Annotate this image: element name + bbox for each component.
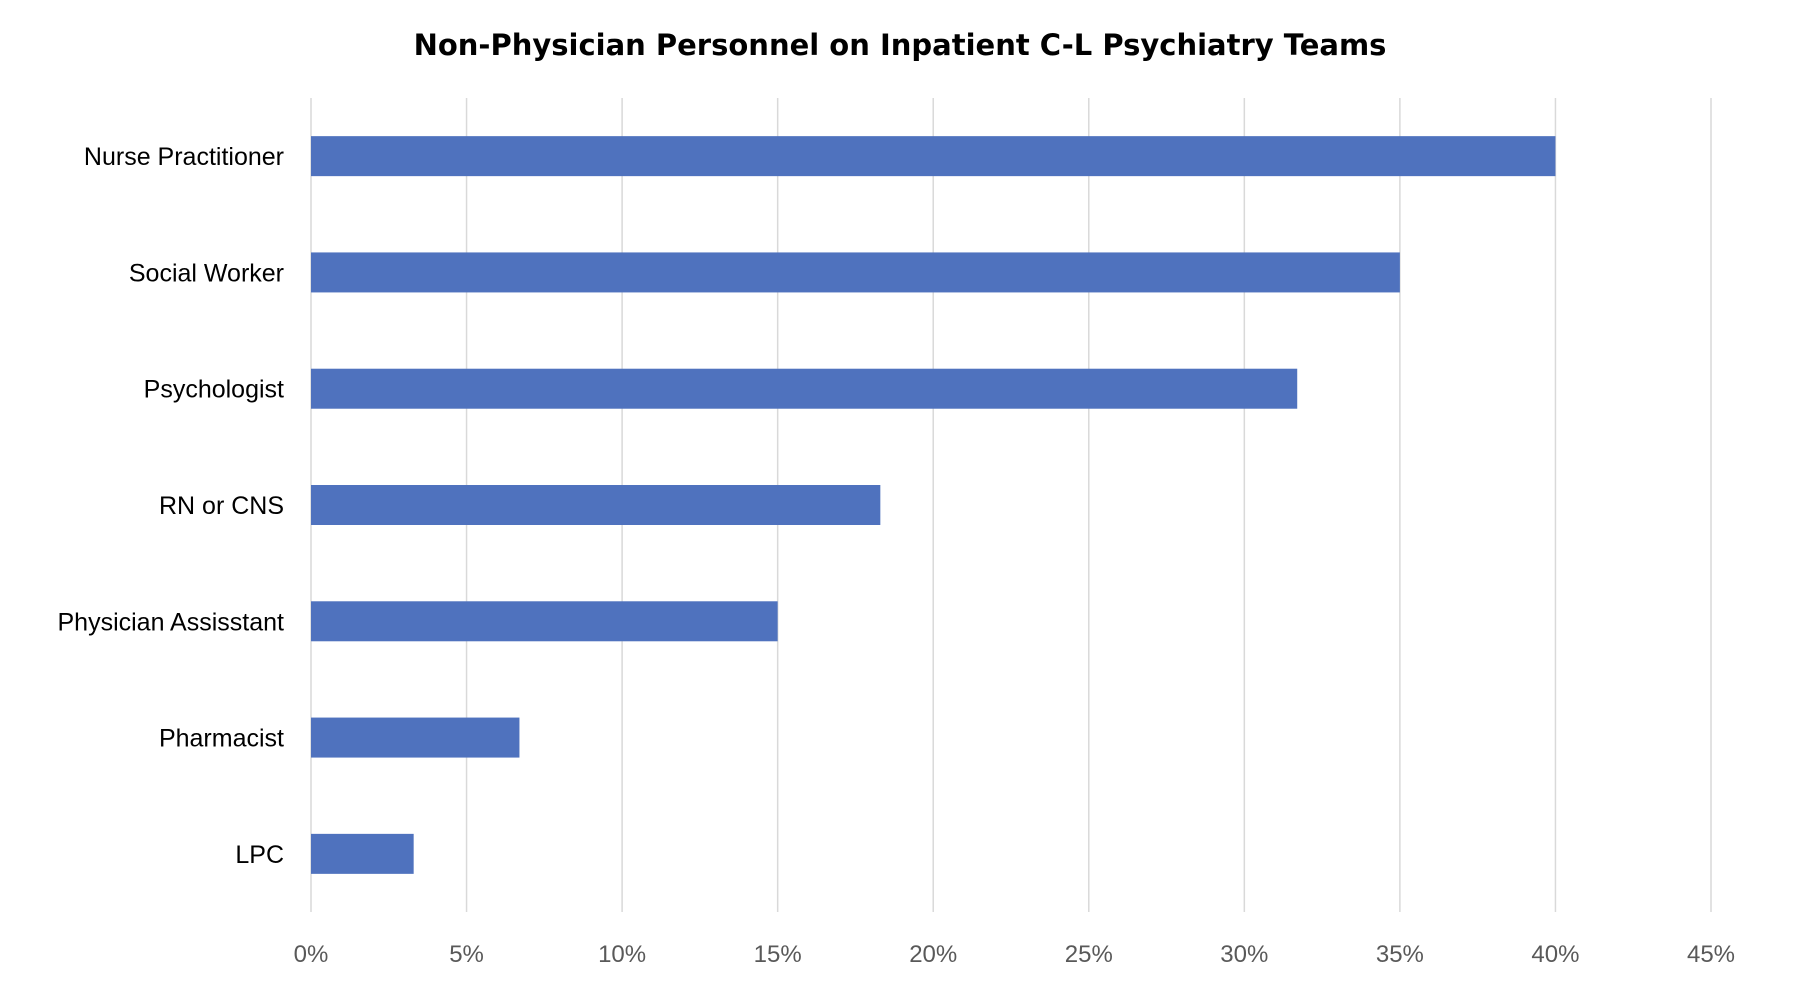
x-tick-labels: 0% 5% 10% 15% 20% 25% 30% 35% 40% 45% xyxy=(294,941,1735,968)
category-label: Pharmacist xyxy=(159,725,284,753)
category-label: LPC xyxy=(235,841,284,869)
category-label: RN or CNS xyxy=(159,492,284,520)
bar xyxy=(311,485,881,525)
x-tick-label: 0% xyxy=(294,941,329,968)
x-tick-label: 40% xyxy=(1531,941,1579,968)
bar xyxy=(311,368,1298,409)
bar xyxy=(311,252,1400,293)
category-label: Nurse Practitioner xyxy=(84,143,284,171)
chart-title: Non-Physician Personnel on Inpatient C-L… xyxy=(413,28,1387,62)
x-tick-label: 25% xyxy=(1065,941,1113,968)
bar xyxy=(311,136,1556,177)
x-tick-label: 30% xyxy=(1220,941,1268,968)
x-tick-label: 20% xyxy=(909,941,957,968)
bars xyxy=(311,136,1556,874)
category-labels: Nurse Practitioner Social Worker Psycholog… xyxy=(58,143,285,869)
bar xyxy=(311,833,414,874)
bar xyxy=(311,717,520,758)
bar xyxy=(311,601,778,642)
x-tick-label: 35% xyxy=(1376,941,1424,968)
category-label: Social Worker xyxy=(129,259,284,287)
x-tick-label: 45% xyxy=(1687,941,1735,968)
x-tick-label: 5% xyxy=(449,941,484,968)
x-tick-label: 10% xyxy=(598,941,646,968)
category-label: Psychologist xyxy=(144,376,284,404)
category-label: Physician Assisstant xyxy=(58,608,285,636)
x-tick-label: 15% xyxy=(754,941,802,968)
